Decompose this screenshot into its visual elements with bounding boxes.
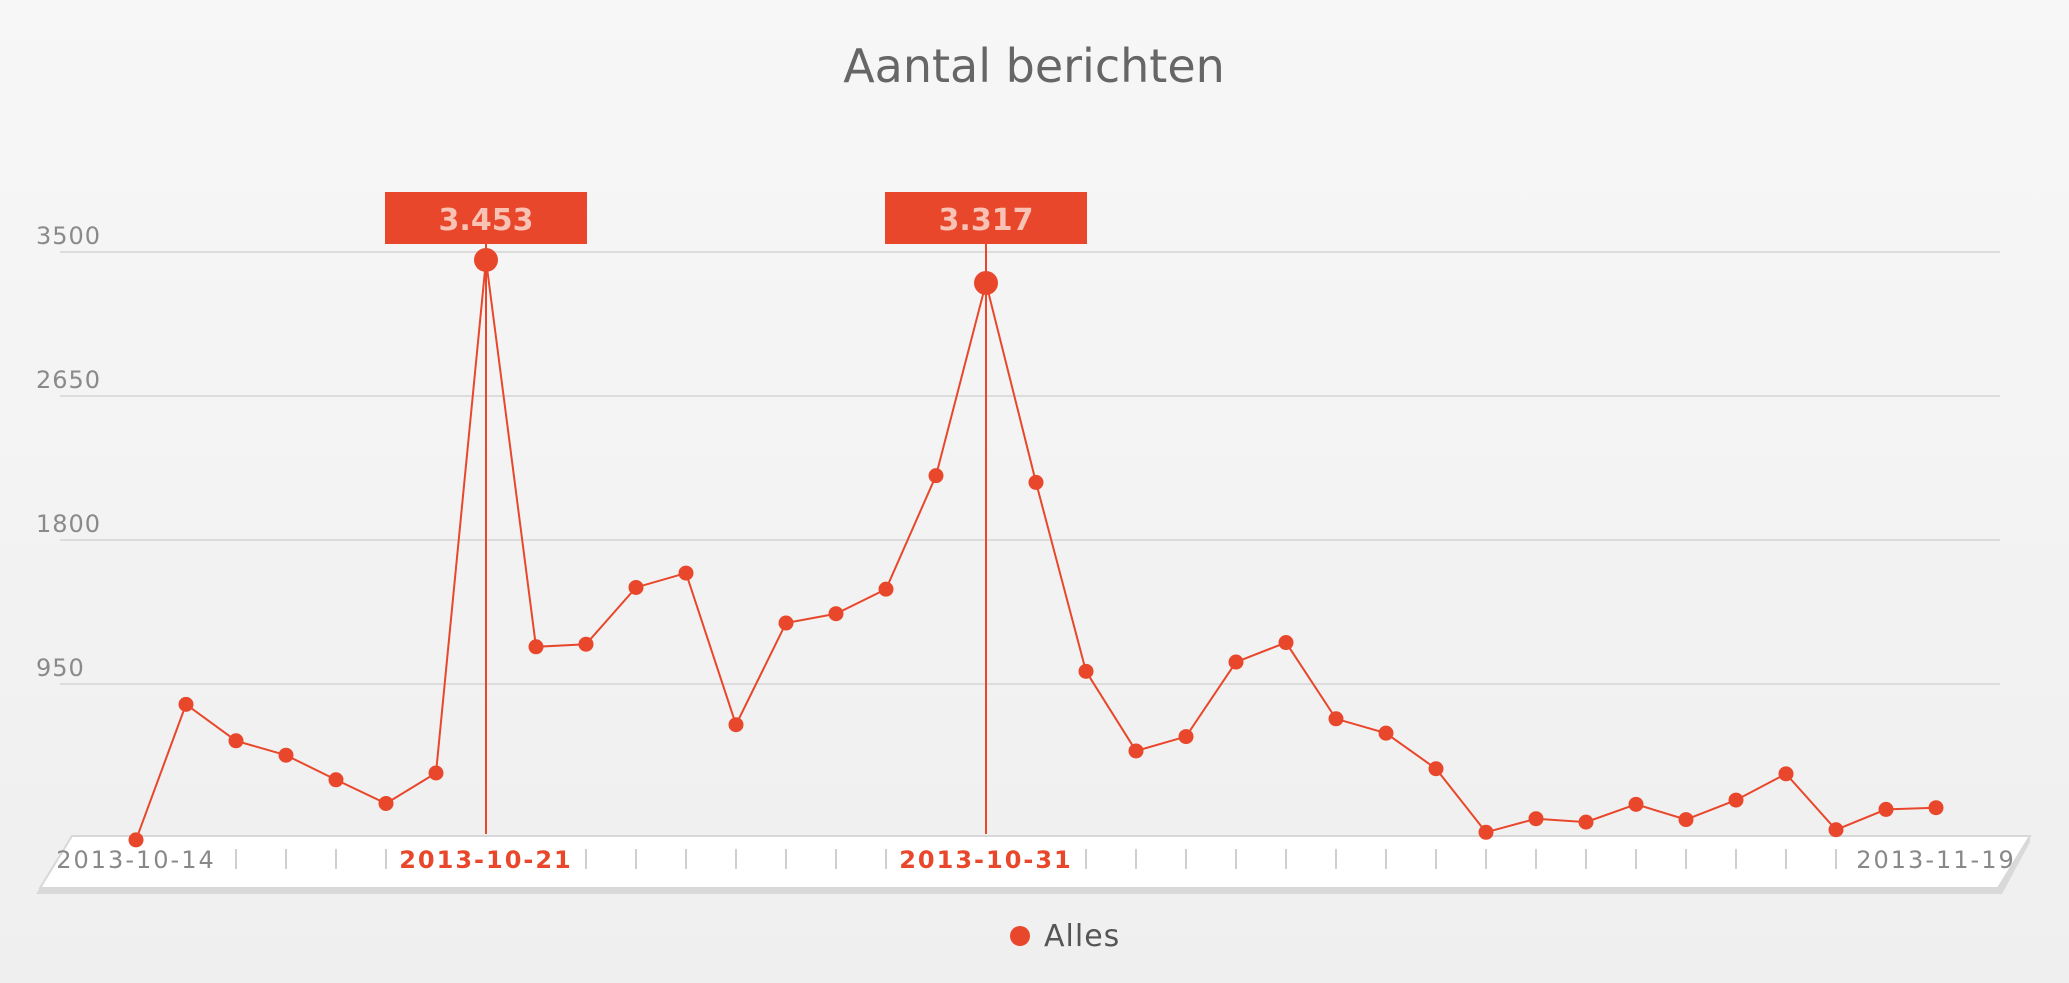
x-axis-band-shadow xyxy=(36,836,2030,894)
data-point[interactable] xyxy=(228,733,244,749)
data-point[interactable] xyxy=(1278,635,1294,651)
data-point[interactable] xyxy=(1128,743,1144,759)
data-point[interactable] xyxy=(328,772,344,788)
y-tick-label: 950 xyxy=(36,654,85,682)
data-point[interactable] xyxy=(1578,814,1594,830)
data-point[interactable] xyxy=(728,717,744,733)
legend: Alles xyxy=(1010,919,1120,954)
x-tick-label: 2013-10-31 xyxy=(899,846,1073,874)
data-point[interactable] xyxy=(1928,800,1944,816)
data-point[interactable] xyxy=(278,747,294,763)
data-point[interactable] xyxy=(1878,801,1894,817)
y-tick-label: 3500 xyxy=(36,222,101,250)
data-point[interactable] xyxy=(1728,792,1744,808)
data-point[interactable] xyxy=(1228,654,1244,670)
data-point[interactable] xyxy=(878,581,894,597)
x-axis: 2013-10-14 2013-10-21 2013-10-31 2013-11-19 xyxy=(36,835,2032,894)
series-alles xyxy=(128,247,1944,848)
data-point[interactable] xyxy=(828,606,844,622)
data-point[interactable] xyxy=(1528,811,1544,827)
data-point[interactable] xyxy=(178,696,194,712)
highlight-callout-box xyxy=(885,192,1087,244)
data-point[interactable] xyxy=(1628,796,1644,812)
data-point[interactable] xyxy=(378,795,394,811)
data-point[interactable] xyxy=(678,565,694,581)
highlight-callout-label: 3.317 xyxy=(939,203,1034,238)
data-point[interactable] xyxy=(528,639,544,655)
x-tick-label: 2013-10-21 xyxy=(399,846,573,874)
series-line xyxy=(135,259,1937,841)
data-point[interactable] xyxy=(1828,822,1844,838)
peak-callouts: 3.453 3.317 xyxy=(385,192,1087,834)
data-point[interactable] xyxy=(1478,824,1494,840)
data-point[interactable] xyxy=(1178,729,1194,745)
data-point[interactable] xyxy=(1778,766,1794,782)
data-point[interactable] xyxy=(1328,711,1344,727)
y-tick-label: 1800 xyxy=(36,510,101,538)
data-point[interactable] xyxy=(578,636,594,652)
data-point[interactable] xyxy=(128,832,144,848)
data-point[interactable] xyxy=(778,615,794,631)
data-point[interactable] xyxy=(928,468,944,484)
data-point[interactable] xyxy=(1078,663,1094,679)
data-point[interactable] xyxy=(628,579,644,595)
data-point[interactable] xyxy=(1428,761,1444,777)
chart-title: Aantal berichten xyxy=(843,39,1225,93)
highlight-callout-box xyxy=(385,192,587,244)
highlight-callout-label: 3.453 xyxy=(439,203,534,238)
data-point[interactable] xyxy=(1678,812,1694,828)
data-point[interactable] xyxy=(1028,474,1044,490)
x-tick-label: 2013-10-14 xyxy=(56,846,215,874)
data-point[interactable] xyxy=(428,765,444,781)
legend-marker[interactable] xyxy=(1010,926,1030,946)
y-tick-label: 2650 xyxy=(36,366,101,394)
gridlines: 950 1800 2650 3500 xyxy=(36,222,2000,686)
data-point[interactable] xyxy=(1378,725,1394,741)
legend-label-alles[interactable]: Alles xyxy=(1044,919,1120,954)
x-tick-label: 2013-11-19 xyxy=(1856,846,2015,874)
